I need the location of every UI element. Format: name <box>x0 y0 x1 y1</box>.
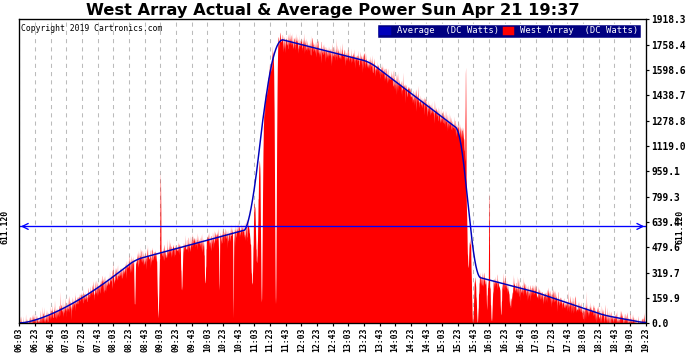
Text: 611.120: 611.120 <box>676 209 685 244</box>
Title: West Array Actual & Average Power Sun Apr 21 19:37: West Array Actual & Average Power Sun Ap… <box>85 3 579 18</box>
Text: Copyright 2019 Cartronics.com: Copyright 2019 Cartronics.com <box>21 24 162 33</box>
Legend: Average  (DC Watts), West Array  (DC Watts): Average (DC Watts), West Array (DC Watts… <box>377 24 641 38</box>
Text: 611.120: 611.120 <box>1 209 10 244</box>
